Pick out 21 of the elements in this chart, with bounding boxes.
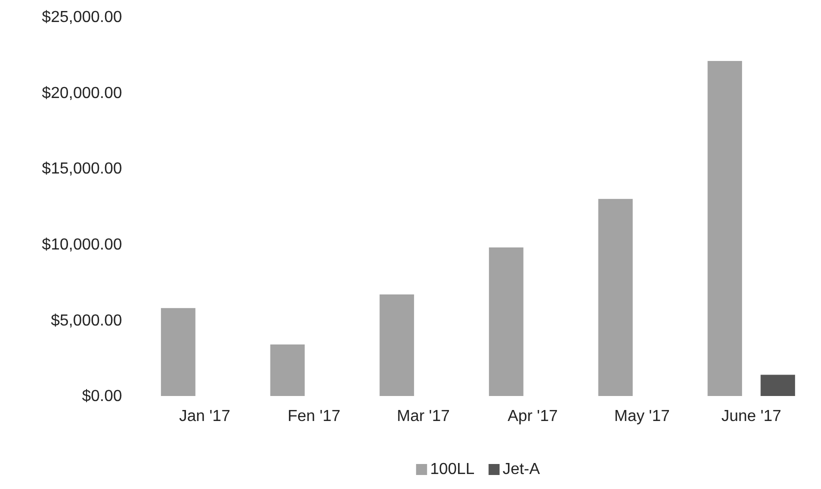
x-tick-label: Apr '17 — [508, 408, 558, 425]
bar — [160, 308, 196, 396]
bar — [380, 294, 414, 396]
y-tick-label: $15,000.00 — [42, 160, 122, 178]
bar — [708, 60, 742, 396]
y-tick-label: $5,000.00 — [50, 312, 122, 330]
y-tick-label: $10,000.00 — [42, 236, 122, 254]
x-tick-label: June '17 — [721, 408, 782, 425]
x-tick-label: Mar '17 — [396, 408, 450, 425]
bar — [598, 198, 633, 396]
legend-label: Jet-A — [502, 461, 540, 478]
y-tick-label: $20,000.00 — [42, 84, 122, 102]
legend-label: 100LL — [430, 461, 475, 478]
x-tick-label: Jan '17 — [179, 408, 230, 425]
y-tick-label: $0.00 — [82, 388, 122, 406]
x-tick-label: Fen '17 — [288, 408, 341, 425]
x-tick-label: May '17 — [614, 408, 670, 425]
bar — [488, 247, 524, 396]
bar — [270, 344, 305, 396]
y-tick-label: $25,000.00 — [42, 9, 122, 26]
bar — [760, 374, 796, 396]
